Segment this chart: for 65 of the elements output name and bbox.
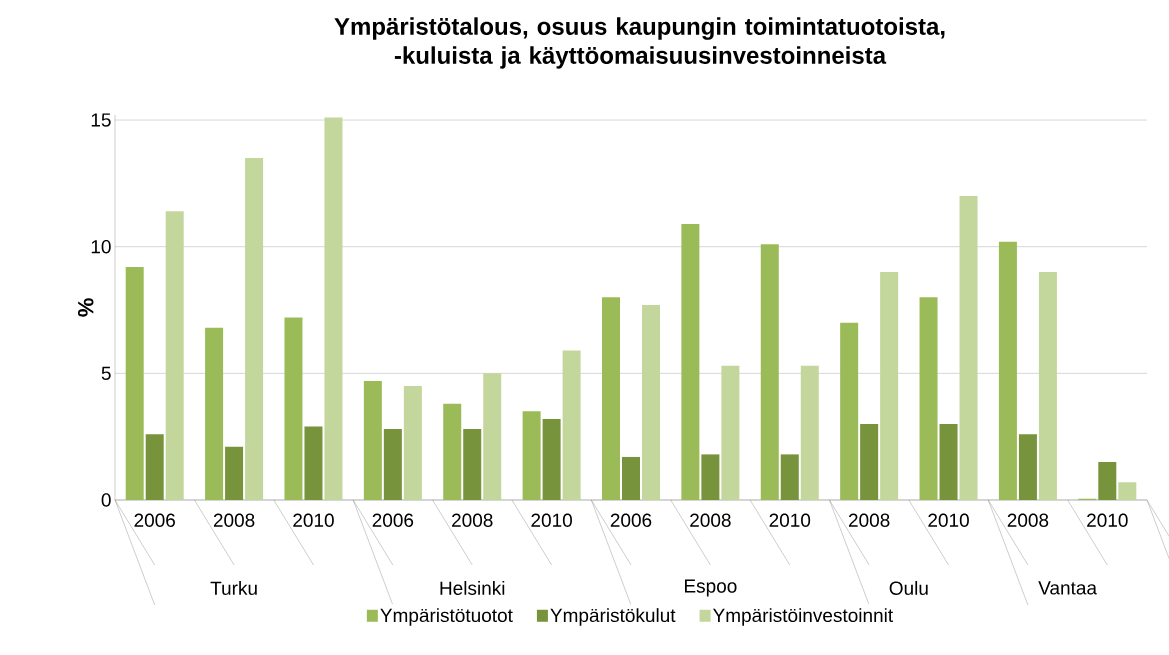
bar [998,241,1017,500]
bar [483,373,502,500]
bar [1098,461,1117,500]
x-tick-label: 2010 [769,513,811,527]
bar [145,434,164,500]
bar [443,403,462,500]
bar [800,365,819,500]
x-tick-label: 2008 [690,513,731,527]
legend-label: Ympäristöinvestoinnit [712,608,893,626]
bar [622,456,640,500]
bar [562,350,581,500]
text: Turku [210,581,257,595]
bar [701,454,720,500]
text: Vantaa [1038,581,1098,595]
x-tick-label: 2008 [848,513,890,527]
x-tick-label: 2010 [293,513,334,527]
bar [403,386,422,500]
y-axis-title: % [78,298,94,317]
legend-label: Ympäristökulut [550,608,676,626]
bar [542,418,561,500]
bar [760,244,779,500]
bar [681,223,700,500]
text: Helsinki [440,581,505,595]
bar [463,429,482,500]
bar [721,365,740,500]
y-tick-label: 5 [101,366,111,380]
y-tick-label: 10 [91,239,111,254]
x-tick-label: 2006 [610,513,652,527]
bar [840,322,859,500]
x-tick-label: 2008 [452,513,493,527]
bar [165,211,184,500]
bar [205,327,224,500]
legend-label: Ympäristötuotot [380,608,513,626]
chart-title: Ympäristötalous, osuus kaupungin toimintatuotoista, -kuluista ja käyttöomaisuusinvestoinneista [334,17,945,69]
bar [304,426,323,500]
bar [919,297,938,500]
bar [1038,272,1057,500]
bar [959,196,978,500]
x-tick-label: 2010 [531,513,572,527]
x-tick-label: 2010 [928,513,969,527]
text: Espoo [685,579,737,597]
y-tick-label: 15 [91,113,111,127]
x-tick-label: 2006 [372,513,414,527]
bar [245,158,264,500]
x-tick-label: 2008 [213,513,255,527]
bar [363,380,382,500]
x-tick-label: 2006 [134,513,175,527]
bar [780,454,799,500]
bar [880,272,899,500]
bar [522,411,541,500]
bar [324,117,343,500]
bar [642,304,660,500]
x-tick-label: 2010 [1087,513,1128,527]
bar [125,266,144,500]
bar [1018,434,1037,500]
bar [284,317,303,500]
bar [1118,482,1137,500]
bar [383,429,402,500]
bar [939,424,958,500]
bar [860,424,879,500]
y-tick-label: 0 [101,493,111,507]
bar [602,297,620,500]
x-tick-label: 2008 [1007,513,1049,527]
bar [225,446,244,500]
text: Oulu [889,581,928,595]
